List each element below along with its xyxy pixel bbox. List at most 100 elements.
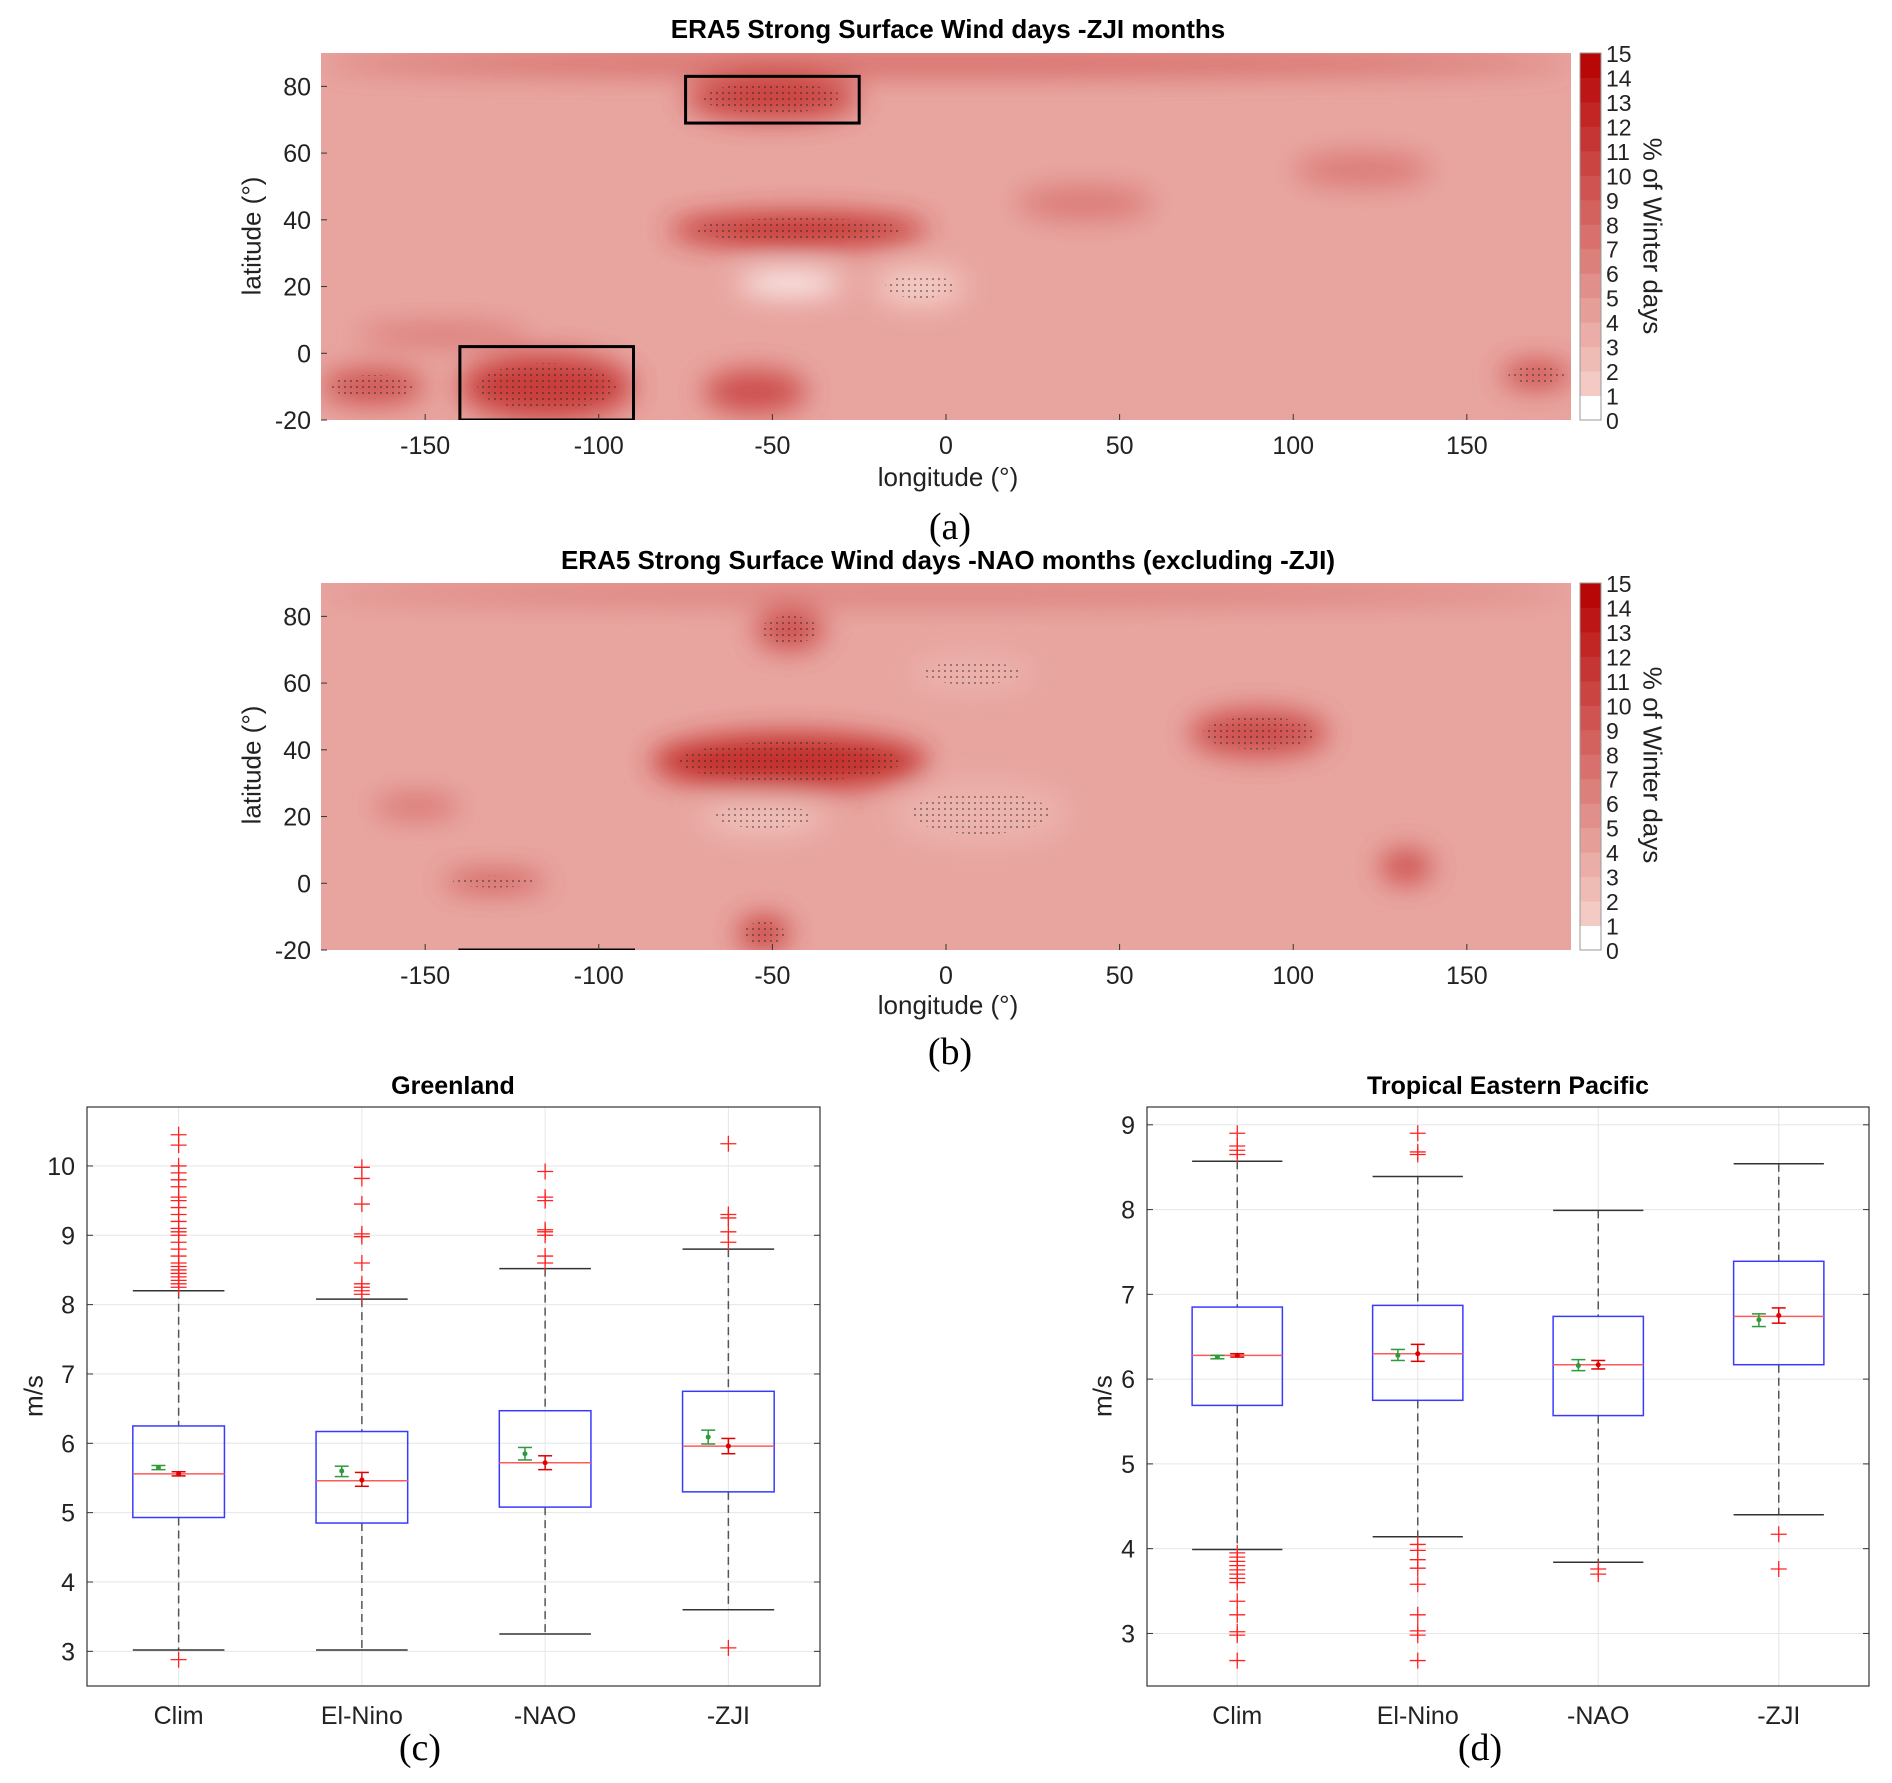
- colorbar-tick-label: 4: [1606, 840, 1619, 866]
- colorbar-segment: [1580, 322, 1601, 348]
- colorbar-segment: [1580, 150, 1601, 176]
- y-tick-label: 4: [61, 1569, 75, 1597]
- map-b-title: ERA5 Strong Surface Wind days -NAO month…: [560, 545, 1336, 575]
- colorbar-frame: [1579, 52, 1602, 421]
- hotspot: [702, 369, 808, 414]
- colorbar-tick-label: 1: [1606, 914, 1619, 940]
- mean-marker: [1415, 1351, 1421, 1357]
- region-box: [684, 74, 861, 125]
- red-mean-errorbar: [538, 1455, 553, 1471]
- significance-stippling: [742, 921, 785, 945]
- y-tick-label: 80: [283, 603, 311, 631]
- x-tick-label: 0: [939, 962, 953, 990]
- colorbar-segment: [1580, 631, 1601, 657]
- x-tick-label: 50: [1106, 962, 1134, 990]
- mean-marker: [155, 1465, 161, 1471]
- green-mean-errorbar: [1390, 1348, 1405, 1362]
- colorbar-segment: [1580, 656, 1601, 682]
- box-El-Nino: [1371, 1125, 1464, 1669]
- green-mean-errorbar: [1571, 1358, 1586, 1372]
- outlier-marker: [1409, 1576, 1426, 1593]
- colorbar-segment: [1580, 53, 1601, 78]
- colorbar-segment: [1580, 583, 1601, 608]
- y-tick-label: 40: [283, 207, 311, 235]
- hotspot: [355, 326, 530, 344]
- map-field: [321, 53, 1571, 420]
- colorbar-segment: [1580, 77, 1601, 103]
- colorbar-tick-label: 8: [1606, 212, 1619, 238]
- x-tick-label: 0: [939, 432, 953, 460]
- outlier-marker: [1409, 1125, 1426, 1142]
- y-tick-label: 40: [283, 737, 311, 765]
- colorbar-tick-label: 8: [1606, 742, 1619, 768]
- x-tick-label: -150: [400, 432, 450, 460]
- outlier-marker: [1409, 1606, 1426, 1623]
- x-tick-label: Clim: [1212, 1702, 1262, 1730]
- outlier-marker: [353, 1159, 370, 1176]
- red-mean-errorbar: [721, 1437, 736, 1455]
- colorbar-segment: [1580, 126, 1601, 152]
- hotspot: [1293, 153, 1433, 187]
- colorbar-segment: [1580, 729, 1601, 755]
- outlier-marker: [1229, 1125, 1246, 1142]
- hotspot: [1380, 849, 1433, 884]
- panel-label-d: (d): [1457, 1727, 1503, 1769]
- colorbar-tick-label: 15: [1606, 41, 1632, 67]
- y-tick-label: 7: [61, 1361, 75, 1389]
- outlier-marker: [170, 1651, 187, 1668]
- box-c-plot: 3 4 5 6 7 8 9 10 Clim El-Nino -NAO -ZJI: [47, 1106, 821, 1730]
- significance-stippling: [885, 274, 955, 299]
- outlier-marker: [1229, 1593, 1246, 1610]
- y-tick-label: -20: [275, 937, 311, 965]
- box-c-ylabel: m/s: [18, 1375, 49, 1417]
- x-tick-label: El-Nino: [1377, 1702, 1459, 1730]
- x-tick-label: -NAO: [1567, 1702, 1630, 1730]
- outlier-marker: [537, 1189, 554, 1206]
- plot-area: [87, 1107, 820, 1686]
- colorbar-segment: [1580, 925, 1601, 951]
- colorbar-tick-label: 6: [1606, 791, 1619, 817]
- colorbar-tick-label: 0: [1606, 408, 1619, 434]
- colorbar-segment: [1580, 297, 1601, 323]
- significance-stippling: [1508, 366, 1565, 384]
- outlier-marker: [537, 1163, 554, 1180]
- significance-stippling: [911, 792, 1051, 835]
- y-tick-label: 60: [283, 140, 311, 168]
- region-box: [458, 948, 635, 950]
- significance-stippling: [678, 741, 901, 782]
- box-El-Nino: [315, 1159, 409, 1651]
- mean-marker: [542, 1460, 548, 1466]
- map-a-ylabel: latitude (°): [236, 176, 267, 296]
- x-tick-label: 100: [1272, 432, 1314, 460]
- x-tick-label: Clim: [154, 1702, 204, 1730]
- hotspot: [373, 796, 460, 817]
- map-field: [321, 583, 1571, 950]
- colorbar-segment: [1580, 680, 1601, 706]
- outlier-marker: [353, 1196, 370, 1213]
- colorbar-tick-label: 4: [1606, 310, 1619, 336]
- y-tick-label: 0: [297, 870, 311, 898]
- hotspot: [737, 273, 842, 294]
- mean-marker: [176, 1471, 182, 1477]
- outlier-marker: [720, 1223, 737, 1240]
- colorbar-segment: [1580, 876, 1601, 902]
- y-tick-label: 20: [283, 274, 311, 302]
- colorbar-tick-label: 9: [1606, 718, 1619, 744]
- colorbar-segment: [1580, 607, 1601, 633]
- y-tick-label: 20: [283, 804, 311, 832]
- map-a-title: ERA5 Strong Surface Wind days -ZJI month…: [670, 14, 1226, 44]
- red-mean-errorbar: [171, 1470, 186, 1477]
- outlier-marker: [353, 1225, 370, 1242]
- iqr-box: [315, 1430, 409, 1524]
- x-tick-label: -NAO: [514, 1702, 577, 1730]
- colorbar-tick-label: 0: [1606, 938, 1619, 964]
- box--ZJI: [1732, 1163, 1825, 1578]
- green-mean-errorbar: [701, 1429, 716, 1445]
- x-tick-label: 50: [1106, 432, 1134, 460]
- mean-marker: [705, 1434, 711, 1440]
- hotspot: [1015, 186, 1155, 220]
- colorbar-segment: [1580, 175, 1601, 201]
- mean-marker: [339, 1468, 345, 1474]
- colorbar-frame: [1579, 582, 1602, 951]
- outlier-marker: [537, 1221, 554, 1238]
